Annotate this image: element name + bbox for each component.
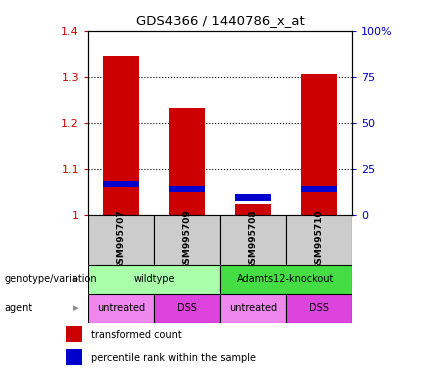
Text: DSS: DSS [309,303,329,313]
Bar [66,349,82,365]
Bar [88,294,154,323]
Text: percentile rank within the sample: percentile rank within the sample [91,353,256,363]
Text: GSM995708: GSM995708 [249,210,257,270]
Bar [235,194,271,201]
Bar [286,294,352,323]
Bar [103,181,139,187]
Bar [66,326,82,342]
Bar [235,204,271,215]
Text: genotype/variation: genotype/variation [4,274,97,285]
Text: GSM995707: GSM995707 [117,210,125,270]
Text: untreated: untreated [97,303,145,313]
Bar [103,56,139,215]
Bar [220,294,286,323]
Text: GSM995710: GSM995710 [315,210,323,270]
Bar [220,265,352,294]
Bar [220,215,286,265]
Bar [286,215,352,265]
Bar [169,108,205,215]
Text: wildtype: wildtype [133,274,175,285]
Bar [301,186,337,192]
Bar [154,294,220,323]
Text: agent: agent [4,303,33,313]
Bar [301,74,337,215]
Text: untreated: untreated [229,303,277,313]
Text: GSM995709: GSM995709 [183,210,191,270]
Bar [169,186,205,192]
Text: Adamts12-knockout: Adamts12-knockout [237,274,335,285]
Bar [88,215,154,265]
Bar [88,265,220,294]
Text: DSS: DSS [177,303,197,313]
Bar [154,215,220,265]
Text: transformed count: transformed count [91,330,181,340]
Title: GDS4366 / 1440786_x_at: GDS4366 / 1440786_x_at [136,14,304,27]
